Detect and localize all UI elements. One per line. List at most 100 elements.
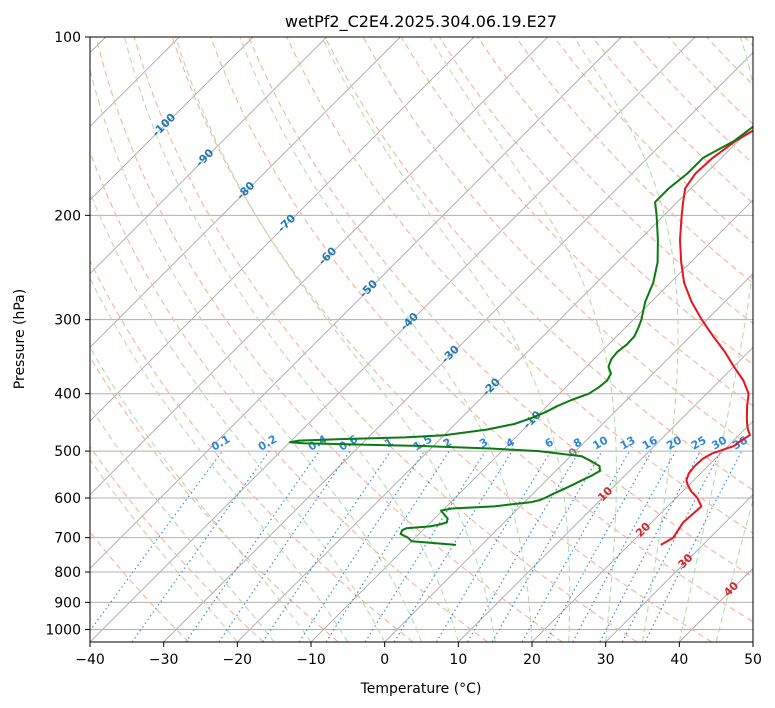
isotherm-line (384, 273, 753, 642)
dry-adiabat (90, 150, 488, 642)
dry-adiabat (438, 37, 753, 366)
dry-adiabat (286, 37, 753, 534)
x-tick-label: 50 (744, 652, 762, 668)
mixing-ratio-label: 0.6 (337, 432, 361, 453)
mixing-ratio-label: 30 (709, 433, 729, 452)
x-tick-label: −20 (223, 652, 253, 668)
dry-adiabat (133, 37, 638, 642)
isotherm-label: -100 (150, 111, 179, 140)
temperature-line (660, 129, 753, 546)
isotherm-line (90, 37, 475, 422)
dry-adiabat (90, 259, 414, 642)
mixing-ratio-line (262, 450, 392, 642)
moist-adiabat (175, 37, 496, 642)
isotherm-line (90, 37, 254, 201)
x-tick-label: 10 (449, 652, 467, 668)
chart-title: wetPf2_C2E4.2025.304.06.19.E27 (285, 12, 557, 32)
y-tick-label: 800 (54, 565, 81, 581)
isotherm-label: -20 (480, 375, 503, 398)
y-axis-label: Pressure (hPa) (12, 289, 28, 389)
y-tick-label: 700 (54, 531, 81, 547)
isotherm-line (90, 37, 696, 642)
mixing-ratio-line (131, 450, 270, 642)
x-axis-label: Temperature (°C) (360, 681, 482, 697)
moist-adiabat (715, 498, 753, 642)
x-tick-label: −40 (75, 652, 105, 668)
y-axis-ticks: 100 200 300 400 500 600 700 800 900 1000 (45, 30, 90, 638)
mixing-ratio-lines (90, 450, 743, 642)
y-tick-label: 500 (54, 444, 81, 460)
mixing-ratio-label: 10 (591, 433, 611, 452)
moist-adiabat (90, 458, 238, 642)
dry-adiabat (95, 37, 563, 642)
mixing-ratio-line (467, 450, 580, 642)
moist-adiabat (90, 405, 275, 642)
profile-series (288, 125, 753, 546)
isotherm-label: 30 (676, 551, 696, 571)
isotherm-label: -90 (193, 146, 216, 169)
mixing-ratio-line (298, 450, 425, 642)
isotherm-line (90, 37, 622, 569)
dry-adiabat (591, 37, 753, 204)
mixing-ratio-line (90, 450, 223, 632)
dry-adiabats (90, 37, 753, 642)
moist-adiabat (90, 277, 349, 642)
isotherm-line (605, 494, 753, 642)
mixing-ratio-label: 16 (640, 433, 660, 452)
mixing-ratio-label: 13 (618, 434, 638, 453)
mixing-ratio-line (599, 450, 701, 642)
moist-adiabat (429, 37, 618, 642)
moist-adiabats (90, 37, 753, 642)
dry-adiabat (209, 37, 753, 623)
mixing-ratio-label: 0.1 (209, 433, 232, 454)
y-tick-label: 1000 (45, 622, 81, 638)
mixing-ratio-line (572, 450, 677, 642)
isotherm-label: -50 (357, 277, 380, 300)
isotherm-line (752, 641, 753, 642)
isotherm-label: -30 (439, 343, 462, 366)
isotherm-label: -40 (398, 310, 421, 333)
mixing-ratio-label: 20 (664, 433, 684, 452)
moist-adiabat (678, 37, 753, 642)
dry-adiabat (667, 37, 753, 125)
mixing-ratio-line (393, 450, 513, 642)
skew-isotherms (90, 37, 753, 642)
mixing-ratio-line (435, 450, 552, 642)
x-tick-label: 40 (670, 652, 688, 668)
mixing-ratio-label: 25 (689, 434, 709, 453)
x-axis-ticks: −40 −30 −20 −10 0 10 20 30 40 50 (75, 642, 762, 668)
moist-adiabat (239, 37, 533, 642)
x-tick-label: −30 (149, 652, 179, 668)
dry-adiabat (171, 37, 712, 642)
isotherm-line (90, 37, 327, 275)
dry-adiabat (324, 37, 753, 491)
y-tick-label: 400 (54, 387, 81, 403)
isotherm-label: -60 (316, 244, 339, 267)
moist-adiabat (90, 190, 386, 642)
isotherm-line (458, 346, 753, 642)
y-tick-label: 200 (54, 208, 81, 224)
mixing-ratio-line (521, 450, 630, 642)
isotherm-line (531, 420, 753, 642)
mixing-ratio-line (644, 450, 743, 642)
dry-adiabat (744, 37, 753, 47)
y-tick-label: 300 (54, 313, 81, 329)
moist-adiabat (90, 346, 312, 642)
isotherm-line (163, 52, 753, 642)
plot-frame (89, 36, 754, 643)
mixing-ratio-line (364, 450, 486, 642)
moist-adiabat (321, 37, 571, 642)
isotherm-label: 40 (721, 579, 741, 599)
x-tick-label: −10 (296, 652, 326, 668)
mixing-ratio-line (325, 450, 450, 642)
dewpoint-line (288, 125, 753, 546)
isotherm-line (237, 125, 753, 642)
mixing-ratio-line (218, 450, 351, 642)
moist-adiabat (90, 67, 423, 642)
x-tick-label: 30 (597, 652, 615, 668)
moist-adiabat (573, 37, 679, 642)
mixing-ratio-label: 0.2 (256, 433, 279, 454)
dry-adiabat (515, 37, 753, 284)
y-tick-label: 100 (54, 30, 81, 46)
y-tick-label: 900 (54, 595, 81, 611)
